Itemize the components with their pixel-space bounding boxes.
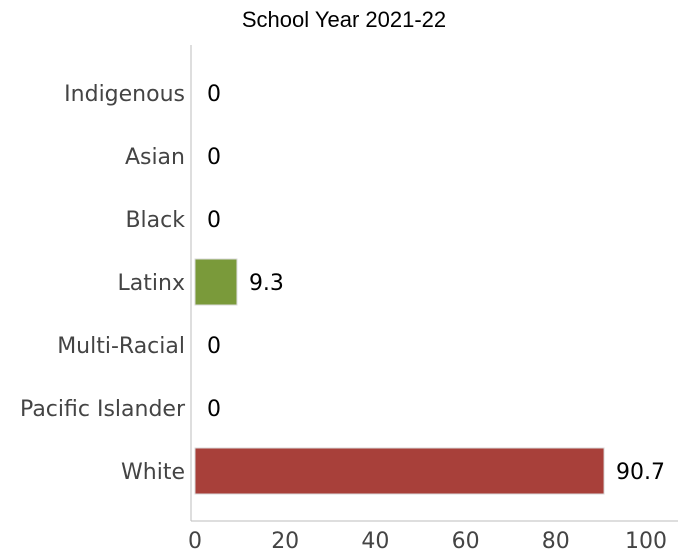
x-tick-label: 20 bbox=[271, 529, 299, 554]
x-tick-label: 100 bbox=[625, 529, 667, 554]
category-label: Indigenous bbox=[64, 82, 185, 107]
value-labels: 0 0 0 9.3 0 0 90.7 bbox=[207, 82, 665, 485]
data-label: 9.3 bbox=[249, 271, 284, 296]
bar bbox=[194, 447, 605, 495]
chart-title: School Year 2021-22 bbox=[242, 7, 446, 32]
category-label: Latinx bbox=[118, 271, 185, 296]
x-axis-ticks: 0 20 40 60 80 100 bbox=[188, 529, 667, 554]
category-labels: Indigenous Asian Black Latinx Multi-Racial Pa… bbox=[20, 82, 186, 485]
data-label: 0 bbox=[207, 334, 221, 359]
data-label: 0 bbox=[207, 208, 221, 233]
data-label: 0 bbox=[207, 82, 221, 107]
data-label: 0 bbox=[207, 397, 221, 422]
x-tick-label: 60 bbox=[452, 529, 480, 554]
bars-layer bbox=[194, 258, 605, 495]
x-tick-label: 80 bbox=[542, 529, 570, 554]
data-label: 90.7 bbox=[616, 460, 665, 485]
x-tick-label: 0 bbox=[188, 529, 202, 554]
x-tick-label: 40 bbox=[361, 529, 389, 554]
category-label: Pacific Islander bbox=[20, 397, 186, 422]
category-label: Multi-Racial bbox=[57, 334, 185, 359]
bar bbox=[194, 258, 238, 306]
category-label: Black bbox=[125, 208, 185, 233]
category-label: White bbox=[121, 460, 185, 485]
data-label: 0 bbox=[207, 145, 221, 170]
category-label: Asian bbox=[125, 145, 185, 170]
